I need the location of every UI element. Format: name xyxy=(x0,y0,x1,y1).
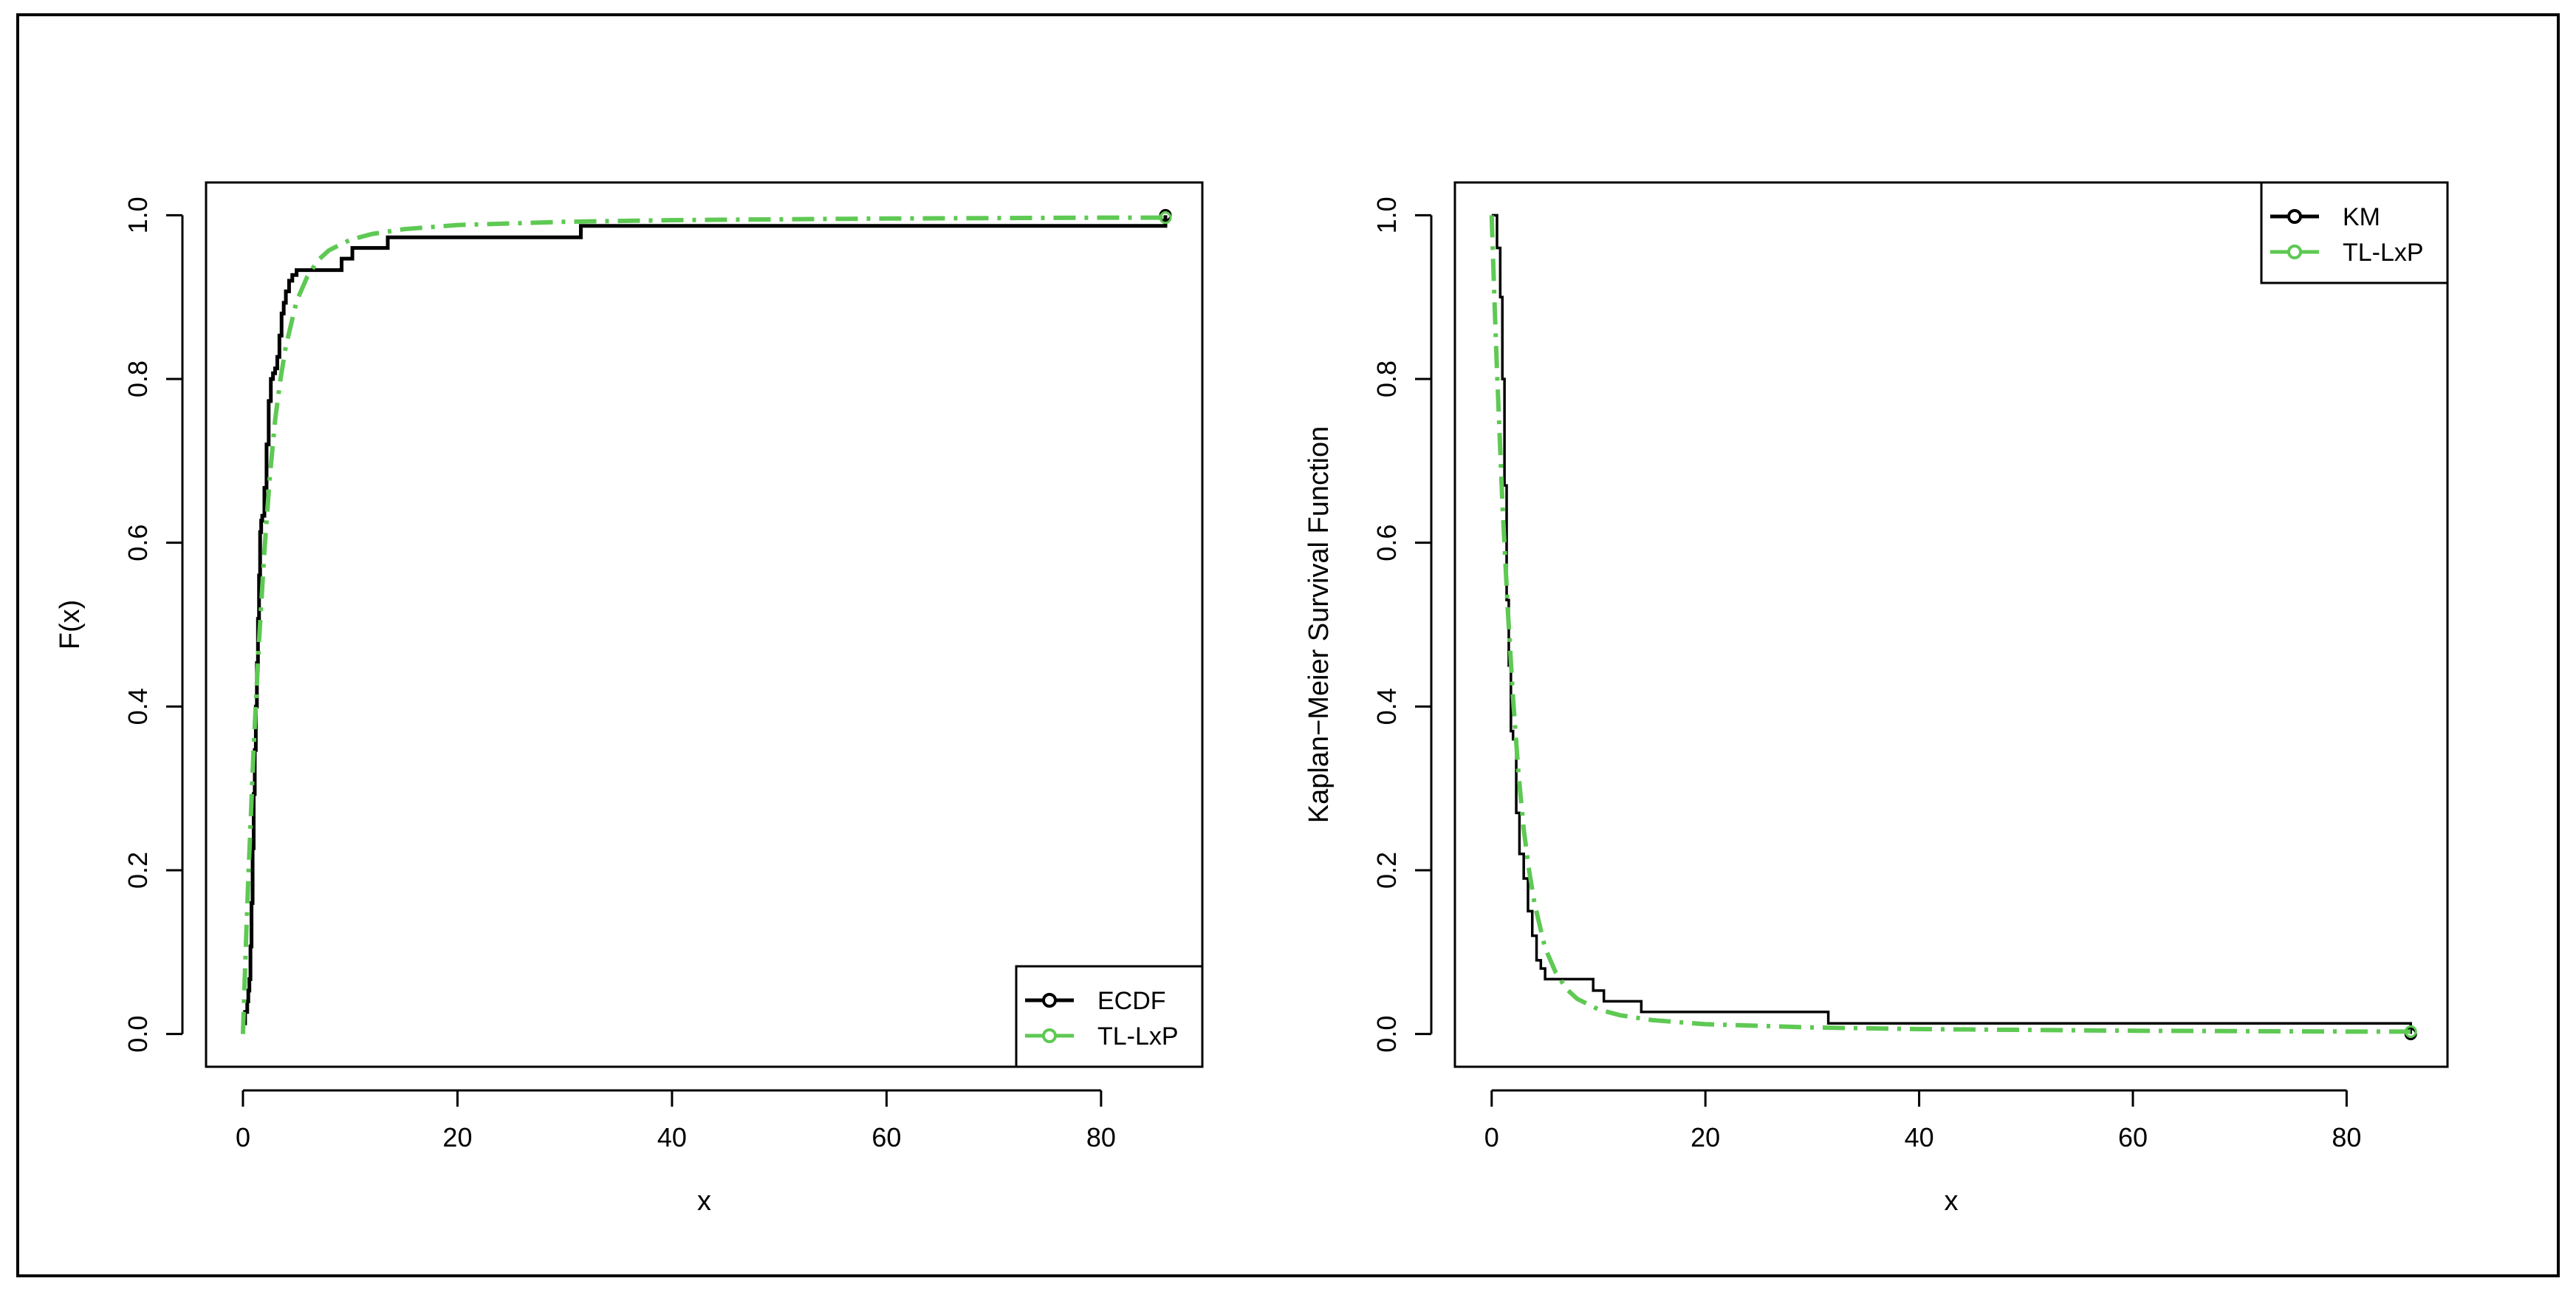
km-ytick-label: 0.2 xyxy=(1371,852,1402,889)
ecdf-ytick-label: 0.8 xyxy=(123,361,153,397)
ecdf-xtick-label: 20 xyxy=(442,1122,472,1152)
ecdf-legend-marker xyxy=(1042,1028,1057,1043)
ecdf-panel: 0 20 40 60 80 x 0.0 0.2 0.4 0.6 0.8 1.0 … xyxy=(55,181,1204,1217)
ecdf-legend-label-ecdf: ECDF xyxy=(1097,987,1166,1015)
ecdf-xtick-label: 0 xyxy=(236,1122,250,1152)
km-ytick-label: 0.0 xyxy=(1371,1016,1402,1053)
ecdf-legend: ECDF TL-LxP xyxy=(1015,965,1204,1068)
ecdf-plot-frame xyxy=(205,181,1204,1068)
km-xtick-label: 20 xyxy=(1690,1122,1720,1152)
km-ytick-label: 1.0 xyxy=(1371,197,1402,233)
km-legend-label-tl-lxp: TL-LxP xyxy=(2343,239,2424,267)
km-legend-box xyxy=(2260,181,2449,284)
ecdf-series-ecdf-line xyxy=(243,215,1168,1025)
ecdf-y-axis-title: F(x) xyxy=(55,600,86,650)
km-plot-frame xyxy=(1453,181,2449,1068)
ecdf-ytick-label: 0.4 xyxy=(123,688,153,725)
ecdf-ytick-label: 1.0 xyxy=(123,197,153,233)
km-x-axis-title: x xyxy=(1945,1186,1959,1217)
ecdf-x-axis-title: x xyxy=(697,1186,711,1217)
km-xtick-label: 40 xyxy=(1905,1122,1934,1152)
km-ytick-label: 0.6 xyxy=(1371,525,1402,561)
km-legend-label-km: KM xyxy=(2343,203,2380,231)
ecdf-ytick-label: 0.6 xyxy=(123,525,153,561)
ecdf-xtick-label: 80 xyxy=(1086,1122,1116,1152)
km-ytick-label: 0.8 xyxy=(1371,361,1402,397)
ecdf-xtick-label: 40 xyxy=(657,1122,687,1152)
km-panel: 0 20 40 60 80 x 0.0 0.2 0.4 0.6 0.8 1.0 … xyxy=(1304,181,2449,1217)
ecdf-ytick-label: 0.2 xyxy=(123,852,153,889)
km-legend-marker xyxy=(2287,245,2302,259)
ecdf-ytick-label: 0.0 xyxy=(123,1016,153,1053)
outer-border xyxy=(16,13,2560,1277)
ecdf-legend-label-tl-lxp: TL-LxP xyxy=(1097,1022,1179,1051)
ecdf-plot-area xyxy=(205,181,1204,1068)
ecdf-series-tl-lxp-line xyxy=(240,215,1166,1034)
ecdf-series-end-marker xyxy=(1159,211,1172,225)
km-y-axis: 0.0 0.2 0.4 0.6 0.8 1.0 Kaplan−Meier Sur… xyxy=(1304,197,1433,1053)
km-xtick-label: 60 xyxy=(2118,1122,2148,1152)
km-xtick-label: 0 xyxy=(1484,1122,1499,1152)
ecdf-y-axis: 0.0 0.2 0.4 0.6 0.8 1.0 F(x) xyxy=(55,197,184,1053)
ecdf-legend-box xyxy=(1015,965,1204,1068)
km-y-axis-title: Kaplan−Meier Survival Function xyxy=(1304,426,1335,824)
km-series-km-line xyxy=(1491,214,2412,1034)
km-x-axis: 0 20 40 60 80 x xyxy=(1484,1089,2361,1217)
ecdf-legend-marker xyxy=(1042,993,1057,1008)
km-legend-marker xyxy=(2287,209,2302,224)
km-xtick-label: 80 xyxy=(2332,1122,2361,1152)
km-plot-area xyxy=(1453,181,2449,1068)
km-series-tl-lxp-line xyxy=(1489,215,2411,1034)
ecdf-xtick-label: 60 xyxy=(871,1122,901,1152)
km-ytick-label: 0.4 xyxy=(1371,688,1402,725)
ecdf-x-axis: 0 20 40 60 80 x xyxy=(236,1089,1116,1217)
km-series-end-marker xyxy=(2404,1025,2417,1038)
km-legend: KM TL-LxP xyxy=(2260,181,2449,284)
